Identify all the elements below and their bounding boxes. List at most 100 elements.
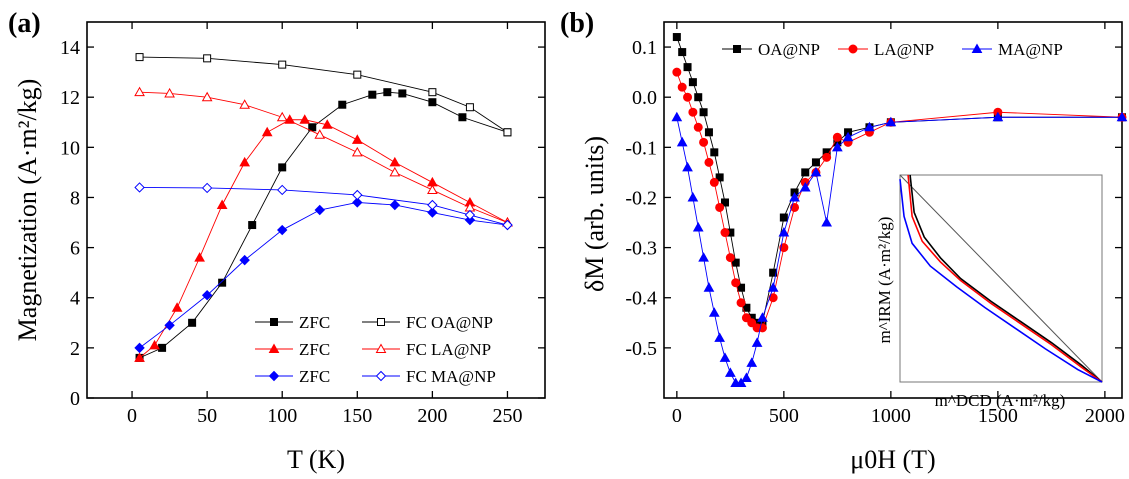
panel-b-data-point [799,181,811,192]
panel-a-data-point [248,221,257,230]
legend-label: OA@NP [758,40,820,59]
panel-a-data-point [389,156,401,167]
panel-b-data-point [842,131,854,142]
panel-a-x-tick-label: 50 [197,405,217,427]
panel-b-data-point [715,202,725,212]
panel-a-data-point [134,182,145,193]
panel-a-data-point [383,88,392,97]
panel-a-data-point [464,209,476,221]
panel-a-y-tick-label: 10 [60,137,80,159]
panel-b-data-point [821,217,833,227]
panel-a-data-point [188,318,197,327]
panel-a-data-point [278,163,287,172]
panel-a-data-point [158,343,167,352]
panel-a-data-point [502,219,513,231]
panel-a-x-tick-label: 0 [127,405,137,427]
panel-b-data-point [741,313,751,323]
panel-b-data-point [751,337,763,347]
panel-a-data-point [277,224,288,236]
panel-b-x-tick-label: 500 [769,405,799,427]
legend-marker [268,370,280,382]
legend-marker [848,44,858,54]
legend-marker [375,343,387,353]
panel-b-y-tick-label: -0.2 [625,187,657,209]
panel-a-data-point [171,302,183,312]
panel-a-data-point [277,184,288,196]
panel-a-series-line [139,91,508,359]
panel-a-data-point [427,207,438,218]
panel-b-data-point [864,121,875,132]
panel-a-ticks: 0 50 100 150 200 250 0 2 4 6 8 10 12 14 [60,22,545,427]
panel-b-data-point [709,177,719,187]
panel-b-y-tick-label: -0.1 [625,137,657,159]
panel-b-data-point [724,367,736,377]
panel-b-data-point [811,158,820,167]
panel-b-data-point [708,307,720,317]
panel-a-x-tick-label: 200 [417,405,447,427]
legend-marker [733,45,741,53]
panel-a-legend: ZFC FC OA@NP ZFC FC LA@NP ZFC FC MA@NP [255,313,496,386]
panel-b-data-point [683,92,693,102]
panel-b-data-point [699,137,709,147]
panel-b-data-point [778,227,790,237]
panel-a-data-point [261,126,273,137]
panel-b-data-point [676,136,688,147]
panel-b-y-tick-label: -0.3 [625,238,657,260]
legend-label: ZFC [299,313,330,332]
panel-b-data-point [704,157,714,167]
panel-a-data-point [389,199,401,211]
panel-b-data-point [677,82,687,92]
panel-b-data-point [810,166,822,177]
panel-a-data-point [314,129,326,139]
panel-a-data-point [135,53,144,62]
panel-a-data-point [216,199,228,209]
legend-label: ZFC [299,367,330,386]
inset-reference-line [899,174,1103,383]
panel-b-data-point [704,128,713,137]
panel-b-data-point [672,67,682,77]
inset-series-line [899,179,1103,383]
panel-b-data-point [731,258,740,267]
panel-a-data-point [239,156,251,167]
panel-b-y-tick-label: 0.0 [632,87,657,109]
panel-a-data-point [218,278,227,287]
legend-marker [268,343,280,353]
panel-a-data-point [428,98,437,107]
panel-b-data-point [715,173,724,182]
panel-a-y-tick-label: 6 [70,238,80,260]
panel-a-data-point [194,252,205,262]
panel-a-data-point [134,86,145,97]
panel-a-data-point [203,54,212,63]
legend-label: FC LA@NP [406,340,491,359]
panel-a-y-tick-label: 12 [60,87,80,109]
panel-a-series [134,53,513,362]
legend-label: LA@NP [874,40,934,59]
panel-b-data-point [736,298,746,308]
panel-b-data-point [688,78,697,87]
panel-b-data-point [832,141,843,152]
panel-a-data-point [503,128,512,137]
inset-series [899,174,1103,383]
panel-a-ylabel: Magnetization (A·m²/kg) [13,79,42,342]
panel-b-y-tick-label: -0.5 [625,338,657,360]
legend-marker [377,318,385,326]
panel-b-data-point [737,283,746,292]
panel-a-data-point [299,114,311,124]
panel-b-frame [663,21,1123,399]
panel-b-data-point [741,372,752,382]
panel-b-data-point [769,268,778,277]
panel-a-data-point [458,113,467,122]
panel-a-series-line [139,56,508,133]
panel-a-x-tick-label: 150 [342,405,372,427]
panel-b-data-point [710,148,719,157]
panel-a-data-point [149,339,160,350]
panel-b-data-point [822,152,832,162]
panel-a-y-tick-label: 14 [60,37,80,59]
panel-a-y-tick-label: 2 [70,338,80,360]
panel-b-x-tick-label: 1500 [978,405,1018,427]
panel-a-frame [86,21,546,399]
panel-b-data-point [693,122,703,132]
panel-b-data-point [885,116,897,127]
panel-b-data-point [714,332,725,342]
